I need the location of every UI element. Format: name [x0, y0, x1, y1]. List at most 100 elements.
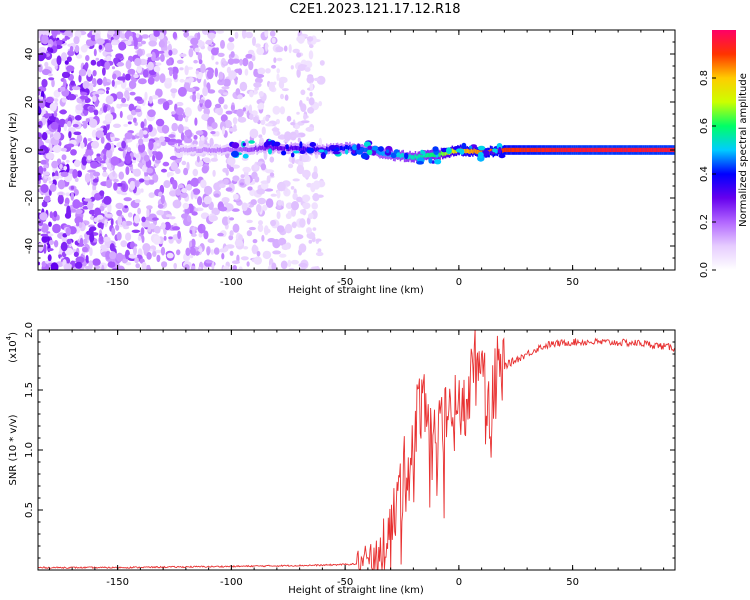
heatmap-cell	[156, 142, 160, 147]
heatmap-cell	[603, 147, 605, 153]
heatmap-cell	[188, 77, 194, 83]
heatmap-cell	[221, 216, 230, 226]
heatmap-cell	[230, 147, 232, 153]
heatmap-cell	[222, 265, 230, 270]
heatmap-cell	[215, 61, 219, 65]
heatmap-cell	[96, 156, 102, 162]
heatmap-cell	[590, 147, 593, 153]
heatmap-cell	[63, 263, 72, 270]
heatmap-cell	[181, 213, 189, 219]
heatmap-cell	[88, 106, 94, 113]
heatmap-cell	[106, 87, 110, 91]
heatmap-cell	[258, 91, 264, 97]
heatmap-cell	[477, 150, 479, 155]
heatmap-cell	[344, 149, 349, 155]
heatmap-cell	[556, 147, 559, 153]
heatmap-cell	[221, 126, 226, 136]
heatmap-cell	[211, 47, 219, 56]
heatmap-cell	[124, 205, 128, 209]
heatmap-cell	[152, 250, 157, 257]
heatmap-cell	[279, 106, 285, 115]
heatmap-cell	[176, 59, 184, 64]
heatmap-cell	[186, 148, 189, 153]
heatmap-cell	[297, 137, 301, 143]
heatmap-cell	[40, 233, 49, 237]
heatmap-cell	[61, 97, 67, 103]
heatmap-cell	[41, 34, 49, 45]
heatmap-cell	[597, 147, 600, 153]
heatmap-cell	[172, 179, 178, 190]
heatmap-cell	[220, 114, 228, 123]
heatmap-cell	[133, 246, 137, 256]
heatmap-cell	[226, 42, 235, 51]
heatmap-cell	[169, 155, 178, 161]
heatmap-cell	[282, 146, 284, 151]
heatmap-cell	[90, 59, 97, 66]
heatmap-cell	[217, 232, 224, 237]
heatmap-cell	[252, 147, 254, 152]
heatmap-cell	[226, 146, 228, 152]
heatmap-cell	[298, 146, 301, 151]
heatmap-cell	[111, 227, 116, 236]
heatmap-cell	[123, 137, 127, 141]
heatmap-cell	[589, 147, 591, 153]
heatmap-cell	[117, 76, 126, 81]
heatmap-cell	[258, 220, 263, 226]
heatmap-cell	[298, 243, 307, 253]
heatmap-cell	[197, 32, 201, 41]
heatmap-cell	[442, 152, 444, 157]
heatmap-cell	[260, 163, 267, 171]
heatmap-cell	[141, 261, 147, 270]
heatmap-cell	[64, 212, 72, 219]
heatmap-cell	[74, 115, 82, 121]
heatmap-cell	[245, 147, 247, 152]
heatmap-cell	[221, 86, 230, 90]
heatmap-cell	[197, 196, 203, 206]
heatmap-cell	[247, 186, 253, 191]
heatmap-cell	[519, 147, 522, 153]
heatmap-cell	[95, 57, 100, 61]
heatmap-cell	[290, 259, 299, 265]
heatmap-cell	[635, 147, 638, 153]
heatmap-cell	[276, 146, 279, 151]
heatmap-cell	[615, 147, 617, 153]
heatmap-cell	[124, 90, 130, 99]
heatmap-cell	[192, 93, 197, 103]
colorbar-tick-label: 0.0	[699, 262, 710, 278]
heatmap-cell	[203, 78, 207, 89]
heatmap-cell	[668, 147, 671, 153]
heatmap-cell	[227, 156, 236, 166]
x-tick-label: 0	[456, 277, 462, 288]
y-tick-label: 20	[24, 96, 35, 109]
heatmap-cell	[66, 205, 71, 215]
heatmap-cell	[147, 61, 154, 71]
heatmap-cell	[184, 107, 192, 117]
heatmap-cell	[123, 123, 129, 127]
heatmap-cell	[58, 191, 64, 196]
heatmap-cell	[541, 147, 544, 153]
heatmap-cell	[261, 126, 266, 136]
colorbar-label: Normalized spectral amplitude	[738, 73, 749, 227]
heatmap-cell	[221, 253, 225, 260]
heatmap-cell	[261, 145, 264, 150]
heatmap-cell	[215, 148, 217, 153]
heatmap-cell	[152, 154, 156, 162]
heatmap-cell	[664, 147, 666, 153]
heatmap-cell	[296, 164, 305, 175]
heatmap-cell	[150, 51, 156, 62]
heatmap-cell	[539, 147, 541, 153]
heatmap-cell	[41, 68, 51, 76]
x-tick-label: 0	[456, 577, 462, 588]
heatmap-cell	[284, 223, 293, 234]
heatmap-cell	[297, 64, 306, 71]
heatmap-cell	[216, 30, 225, 34]
heatmap-cell	[646, 147, 649, 153]
heatmap-cell	[297, 146, 299, 151]
heatmap-cell	[300, 89, 306, 96]
heatmap-cell	[57, 194, 64, 205]
heatmap-cell	[219, 147, 221, 152]
heatmap-cell	[121, 97, 127, 104]
heatmap-cell	[607, 147, 609, 153]
heatmap-cell	[180, 147, 182, 152]
